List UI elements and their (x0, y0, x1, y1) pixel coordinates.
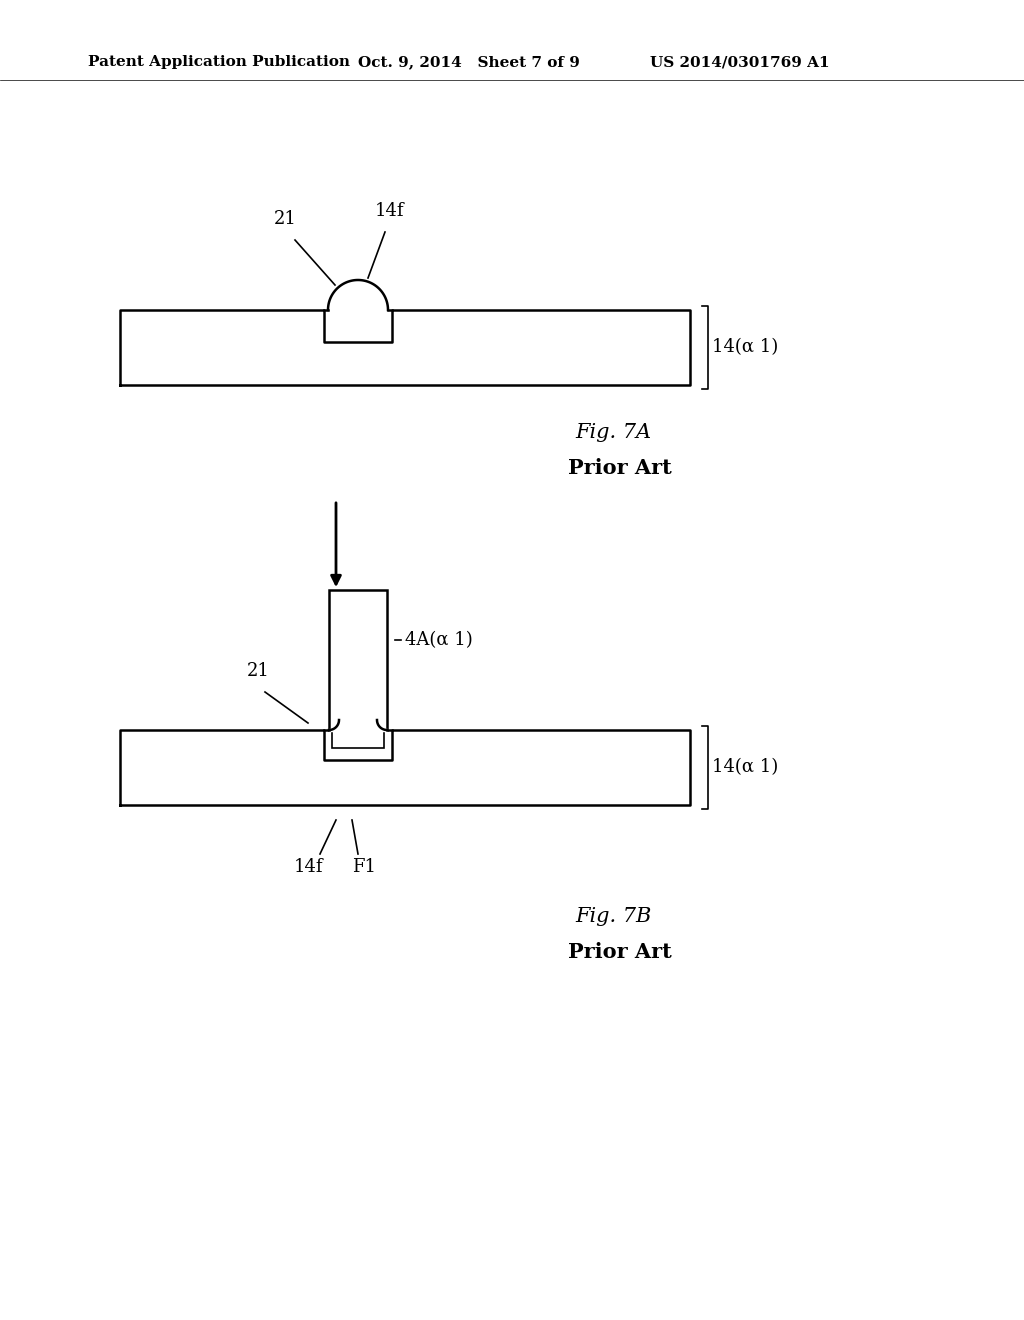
Text: 14f: 14f (375, 202, 404, 220)
Text: US 2014/0301769 A1: US 2014/0301769 A1 (650, 55, 829, 69)
Text: 14(α 1): 14(α 1) (712, 759, 778, 776)
Text: 14(α 1): 14(α 1) (712, 338, 778, 356)
Text: Fig. 7A: Fig. 7A (575, 422, 651, 441)
Polygon shape (329, 729, 387, 731)
Text: Fig. 7B: Fig. 7B (575, 907, 651, 925)
Text: Prior Art: Prior Art (568, 942, 672, 962)
Bar (329, 590, 387, 730)
Text: Patent Application Publication: Patent Application Publication (88, 55, 350, 69)
Polygon shape (120, 310, 690, 385)
Polygon shape (120, 730, 690, 805)
Bar (332, 730, 384, 748)
Polygon shape (328, 280, 388, 310)
Text: Oct. 9, 2014   Sheet 7 of 9: Oct. 9, 2014 Sheet 7 of 9 (358, 55, 580, 69)
Text: 21: 21 (273, 210, 296, 228)
Text: 4A(α 1): 4A(α 1) (406, 631, 473, 649)
Text: Prior Art: Prior Art (568, 458, 672, 478)
Text: F1: F1 (352, 858, 376, 876)
Text: 21: 21 (247, 663, 269, 680)
Text: 14f: 14f (293, 858, 323, 876)
